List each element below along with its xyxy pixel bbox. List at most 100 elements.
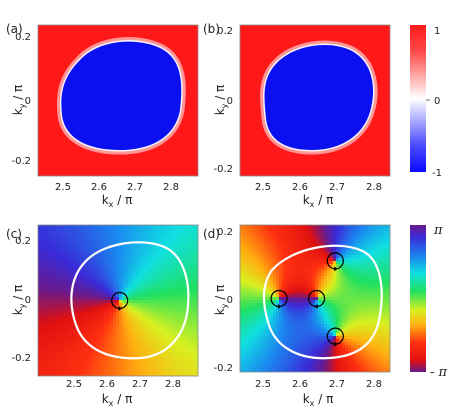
phase-cell (246, 246, 250, 250)
phase-cell (342, 321, 346, 325)
phase-cell (300, 339, 304, 343)
phase-cell (155, 372, 159, 376)
phase-cell (240, 294, 244, 298)
phase-cell (110, 345, 114, 349)
phase-cell (345, 261, 349, 265)
phase-cell (312, 264, 316, 268)
phase-cell (92, 243, 96, 247)
phase-cell (119, 312, 123, 316)
phase-cell (357, 345, 361, 349)
phase-cell (267, 234, 271, 238)
phase-cell (185, 291, 189, 295)
phase-cell (336, 258, 340, 262)
phase-cell (119, 288, 123, 292)
phase-cell (107, 327, 111, 331)
phase-cell (176, 375, 180, 376)
phase-cell (68, 333, 72, 337)
phase-cell (41, 261, 45, 265)
phase-cell (339, 330, 343, 334)
phase-cell (291, 258, 295, 262)
phase-cell (92, 282, 96, 286)
phase-cell (285, 249, 289, 253)
phase-cell (240, 267, 244, 271)
phase-cell (330, 285, 334, 289)
phase-cell (119, 279, 123, 283)
phase-cell (360, 342, 364, 346)
phase-cell (312, 225, 316, 229)
phase-cell (315, 237, 319, 241)
phase-cell (315, 276, 319, 280)
phase-cell (318, 273, 322, 277)
phase-cell (167, 291, 171, 295)
phase-cell (56, 249, 60, 253)
phase-cell (336, 294, 340, 298)
phase-cell (306, 351, 310, 355)
phase-cell (173, 237, 177, 241)
phase-cell (137, 285, 141, 289)
phase-cell (122, 324, 126, 328)
phase-cell (258, 237, 262, 241)
phase-cell (179, 270, 183, 274)
phase-cell (41, 273, 45, 277)
phase-cell (56, 306, 60, 310)
phase-cell (98, 243, 102, 247)
phase-cell (321, 255, 325, 259)
phase-cell (330, 309, 334, 313)
phase-cell (164, 282, 168, 286)
phase-cell (59, 255, 63, 259)
phase-cell (164, 228, 168, 232)
phase-cell (366, 228, 370, 232)
phase-cell (98, 231, 102, 235)
phase-cell (38, 318, 42, 322)
phase-cell (339, 348, 343, 352)
phase-cell (131, 288, 135, 292)
phase-cell (62, 372, 66, 376)
phase-cell (179, 336, 183, 340)
phase-cell (173, 279, 177, 283)
phase-cell (161, 282, 165, 286)
phase-cell (185, 324, 189, 328)
phase-cell (44, 375, 48, 376)
phase-cell (372, 243, 376, 247)
phase-cell (342, 324, 346, 328)
phase-cell (101, 366, 105, 370)
phase-cell (185, 234, 189, 238)
phase-cell (318, 282, 322, 286)
phase-cell (360, 285, 364, 289)
phase-cell (330, 321, 334, 325)
phase-cell (381, 261, 385, 265)
phase-cell (285, 267, 289, 271)
phase-cell (149, 252, 153, 256)
phase-cell (107, 345, 111, 349)
phase-cell (276, 252, 280, 256)
phase-cell (315, 336, 319, 340)
phase-cell (342, 351, 346, 355)
phase-cell (71, 255, 75, 259)
colorbar-tick-label: -1 (432, 168, 442, 179)
fermi-contour (70, 241, 190, 360)
phase-cell (92, 330, 96, 334)
phase-cell (243, 261, 247, 265)
phase-cell (155, 246, 159, 250)
phase-cell (273, 297, 277, 301)
phase-cell (113, 279, 117, 283)
phase-cell (252, 303, 256, 307)
phase-cell (324, 273, 328, 277)
phase-cell (378, 291, 382, 295)
phase-cell (134, 267, 138, 271)
phase-cell (194, 264, 198, 268)
phase-cell (306, 345, 310, 349)
phase-cell (104, 261, 108, 265)
phase-cell (149, 291, 153, 295)
phase-cell (83, 348, 87, 352)
phase-cell (56, 369, 60, 373)
phase-cell (387, 243, 390, 247)
phase-cell (89, 264, 93, 268)
phase-cell (309, 318, 313, 322)
phase-cell (164, 354, 168, 358)
phase-cell (119, 237, 123, 241)
phase-cell (360, 336, 364, 340)
phase-cell (89, 369, 93, 373)
x-tick-label: 2.8 (366, 182, 382, 193)
phase-cell (119, 231, 123, 235)
